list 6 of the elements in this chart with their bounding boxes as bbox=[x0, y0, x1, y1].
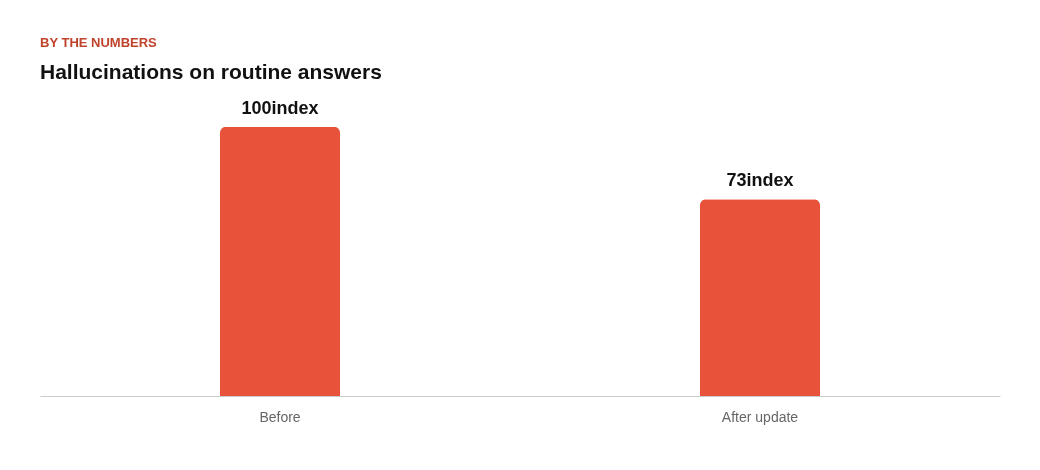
x-tick-label: Before bbox=[259, 408, 301, 425]
chart-title: Hallucinations on routine answers bbox=[40, 60, 382, 83]
data-label: 100index bbox=[241, 97, 319, 118]
data-label: 73index bbox=[726, 170, 794, 191]
chart-subtitle: BY THE NUMBERS bbox=[40, 35, 158, 50]
x-tick-label: After update bbox=[721, 408, 799, 425]
